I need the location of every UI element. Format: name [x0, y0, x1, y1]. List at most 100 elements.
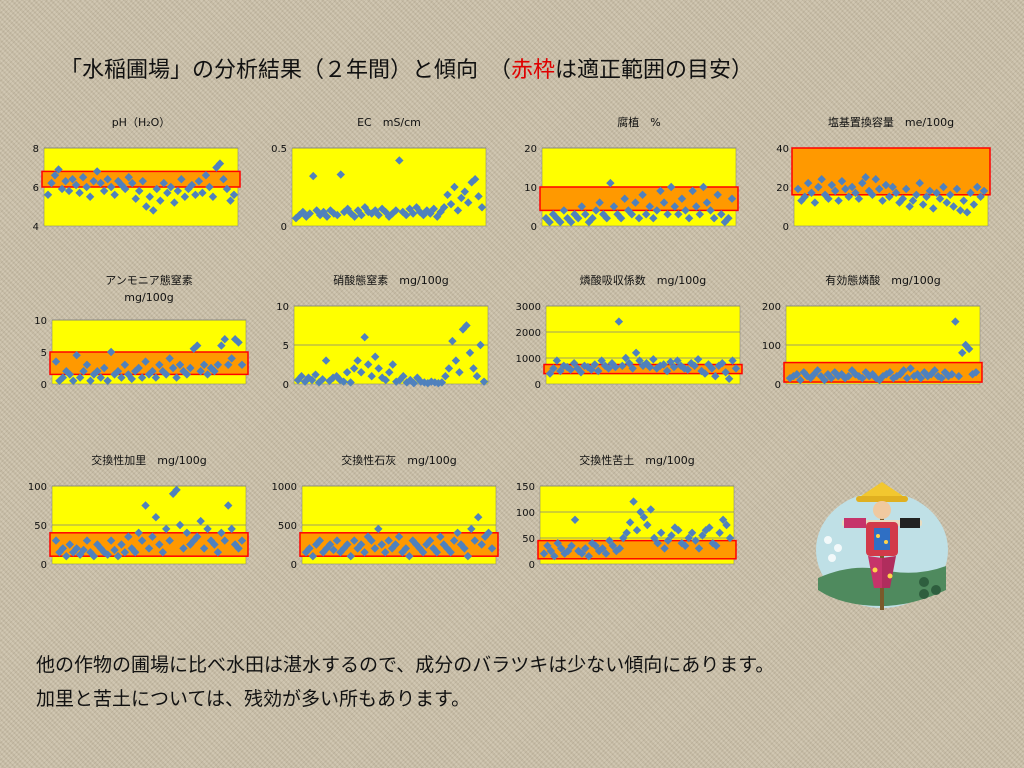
data-point — [135, 186, 144, 196]
data-point — [198, 188, 207, 198]
chart-phosphate-absorption: 燐酸吸収係数 mg/100g 0 1000 2000 3000 — [516, 273, 743, 391]
data-point — [576, 368, 586, 377]
y-tick-label: 100 — [516, 508, 535, 519]
data-point — [194, 176, 204, 186]
y-tick-label: 50 — [34, 521, 47, 532]
data-point — [186, 363, 195, 373]
data-point — [590, 360, 599, 369]
data-point — [543, 541, 552, 550]
data-point — [148, 367, 157, 376]
data-point — [841, 184, 850, 194]
y-tick-label: 0 — [531, 222, 537, 233]
data-point — [567, 541, 576, 550]
data-point — [477, 540, 486, 549]
y-tick-label: 100 — [28, 482, 47, 493]
data-point — [138, 176, 147, 186]
data-point — [210, 367, 219, 376]
data-point — [415, 207, 425, 217]
chart-title: 塩基置換容量 me/100g — [828, 115, 954, 129]
y-tick-label: 0 — [281, 222, 287, 233]
chart-title: アンモニア態窒素 — [105, 273, 193, 287]
data-point — [677, 194, 687, 203]
data-point — [367, 372, 376, 381]
data-point — [57, 184, 67, 194]
chart-title: EC mS/cm — [357, 116, 421, 129]
y-tick-label: 8 — [33, 144, 39, 155]
data-point — [820, 375, 829, 385]
data-point — [588, 214, 597, 223]
footnote-line-1: 他の作物の圃場に比べ水田は湛水するので、成分のバラツキは少ない傾向にあります。 — [36, 654, 775, 676]
data-point — [793, 184, 803, 194]
data-point — [141, 357, 150, 366]
data-point — [325, 540, 335, 549]
data-point — [636, 507, 645, 517]
data-point — [374, 210, 383, 220]
data-point — [120, 360, 130, 369]
data-point — [100, 363, 109, 373]
data-point — [329, 209, 339, 218]
page-title: 「水稲圃場」の分析結果（２年間）と傾向 （赤枠は適正範囲の目安） — [60, 58, 754, 83]
data-point — [439, 540, 448, 549]
data-point — [96, 373, 105, 382]
data-point — [908, 196, 918, 205]
data-point — [549, 364, 558, 373]
data-point — [861, 173, 870, 182]
data-point — [659, 198, 669, 207]
y-tick-label: 20 — [776, 183, 789, 194]
data-point — [224, 501, 233, 510]
data-point — [226, 196, 235, 205]
data-point — [446, 199, 456, 209]
data-point — [61, 176, 70, 186]
data-point — [469, 364, 478, 373]
data-point — [448, 336, 457, 346]
data-point — [402, 210, 411, 220]
data-point — [172, 485, 181, 495]
data-point — [725, 533, 735, 543]
data-point — [638, 190, 647, 199]
y-tick-label: 20 — [524, 144, 537, 155]
chart-title: 交換性石灰 mg/100g — [341, 453, 456, 467]
data-point — [322, 212, 332, 221]
data-point — [395, 156, 404, 165]
data-point — [976, 192, 985, 201]
chart-cec: 塩基置換容量 me/100g 0 20 40 — [776, 115, 991, 233]
data-point — [222, 184, 232, 194]
data-point — [702, 198, 712, 207]
data-point — [65, 370, 74, 379]
data-point — [456, 540, 466, 549]
data-point — [885, 192, 894, 201]
data-point — [68, 175, 77, 184]
data-point — [381, 375, 390, 385]
data-point — [193, 341, 202, 350]
data-point — [163, 188, 172, 198]
data-point — [669, 362, 679, 372]
data-point — [175, 520, 185, 530]
data-point — [616, 214, 626, 223]
data-point — [71, 180, 81, 190]
data-point — [631, 348, 641, 357]
chart-title: 腐植 % — [617, 115, 660, 129]
data-point — [168, 489, 178, 498]
data-point — [898, 194, 908, 203]
data-point — [594, 366, 603, 376]
data-point — [217, 341, 226, 350]
data-point — [134, 363, 143, 373]
data-point — [434, 379, 443, 388]
optimal-range-box — [539, 186, 739, 212]
data-point — [312, 540, 321, 549]
data-point — [912, 190, 921, 199]
data-point — [641, 210, 651, 219]
data-point — [340, 207, 349, 217]
data-point — [443, 190, 452, 199]
data-point — [724, 374, 734, 383]
data-point — [342, 368, 352, 377]
data-point — [168, 363, 178, 373]
data-point — [813, 366, 822, 375]
data-point — [663, 210, 672, 219]
data-point — [156, 196, 165, 205]
data-point — [816, 372, 826, 381]
data-point — [814, 182, 823, 192]
data-point — [462, 321, 471, 330]
data-point — [127, 374, 136, 384]
data-point — [545, 369, 555, 378]
